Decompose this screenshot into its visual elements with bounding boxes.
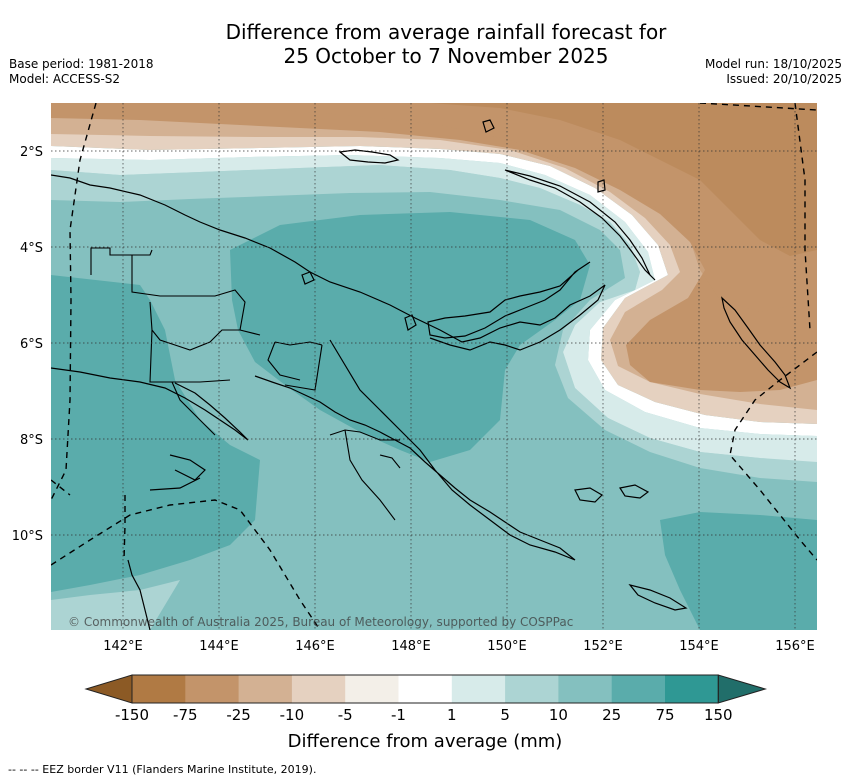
province-borders [90,247,401,521]
colorbar-tick-label: 150 [704,706,733,724]
colorbar-tick-label: 25 [602,706,621,724]
colorbar-tick-label: -10 [280,706,305,724]
new-ireland [504,169,656,281]
colorbar-tick-label: -5 [338,706,353,724]
colorbar-frame [131,674,719,704]
title-line-1: Difference from average rainfall forecas… [225,20,667,44]
colorbar-tick-label: -75 [173,706,198,724]
lon-axis-labels: 142°E 144°E 146°E 148°E 150°E 152°E 154°… [103,639,815,654]
colorbar-segment [291,675,346,703]
lat-label: 2°S [20,145,43,160]
model-name: Model: ACCESS-S2 [9,72,121,86]
cape-york [127,559,151,630]
zone-white [51,146,817,436]
model-run: Model run: 18/10/2025 [704,57,842,71]
base-info: Base period: 1981-2018 Model: ACCESS-S2 [9,57,154,87]
colorbar-tick-label: -25 [226,706,251,724]
colorbar-segment [132,675,186,703]
zone-10-25-west [51,275,260,592]
colorbar-segment [665,675,719,703]
base-period: Base period: 1981-2018 [9,57,154,71]
louisiade [628,583,688,611]
colorbar-ticks: -150 -75 -25 -10 -5 -1 1 5 10 25 75 150 [115,706,733,724]
rainfall-field [51,103,817,630]
d-entrecasteaux [574,484,650,503]
lon-label: 146°E [295,639,335,654]
colorbar-segment [345,675,399,703]
colorbar-tick-label: -150 [115,706,149,724]
lon-label: 148°E [391,639,431,654]
manus-island [338,149,400,164]
coastlines [51,119,792,630]
lon-label: 144°E [199,639,239,654]
zone-light-teal-southwest [51,580,180,630]
small-islands-north [301,119,606,331]
colorbar-tick-label: 1 [447,706,457,724]
fly-delta [149,454,206,491]
new-guinea-south-coast [51,367,249,441]
lon-label: 152°E [583,639,623,654]
lat-axis-labels: 2°S 4°S 6°S 8°S 10°S [12,145,43,544]
zone-10-25-central [230,212,590,462]
bougainville [721,296,792,390]
colorbar-tick-label: -1 [391,706,406,724]
title-line-2: 25 October to 7 November 2025 [283,44,609,68]
zone-very-light-teal [51,155,817,462]
new-britain [427,261,591,339]
lon-label: 150°E [487,639,527,654]
colorbar-tick-label: 75 [655,706,674,724]
lon-label: 156°E [775,639,815,654]
colorbar-tick-label: 5 [500,706,510,724]
lat-label: 6°S [20,337,43,352]
colorbar-segment [451,675,506,703]
colorbar-segment [238,675,293,703]
colorbar-segment [558,675,613,703]
map-title: Difference from average rainfall forecas… [0,20,850,68]
lon-label: 142°E [103,639,143,654]
zone-brown-strong [250,103,817,312]
new-guinea-north-coast [51,174,606,351]
issued-date: Issued: 20/10/2025 [726,72,842,86]
lon-label: 154°E [679,639,719,654]
run-info: Model run: 18/10/2025 Issued: 20/10/2025 [705,57,842,87]
colorbar-extend-low [84,674,133,704]
colorbar [84,674,768,704]
zone-brown-dark-top [430,103,817,256]
colorbar-segment [398,675,453,703]
eez-legend: -- -- -- EEZ border V11 (Flanders Marine… [8,763,317,776]
colorbar-tick-label: 10 [549,706,568,724]
lat-label: 4°S [20,241,43,256]
new-guinea-southeast-coast [254,339,576,561]
lat-label: 10°S [12,529,43,544]
colorbar-label: Difference from average (mm) [287,731,563,752]
colorbar-segment [185,675,240,703]
copyright-notice: © Commonwealth of Australia 2025, Bureau… [68,615,573,629]
colorbar-segment [505,675,559,703]
colorbar-extend-high [717,674,768,704]
colorbar-segment [611,675,666,703]
eez-borders [51,103,817,630]
lat-label: 8°S [20,433,43,448]
